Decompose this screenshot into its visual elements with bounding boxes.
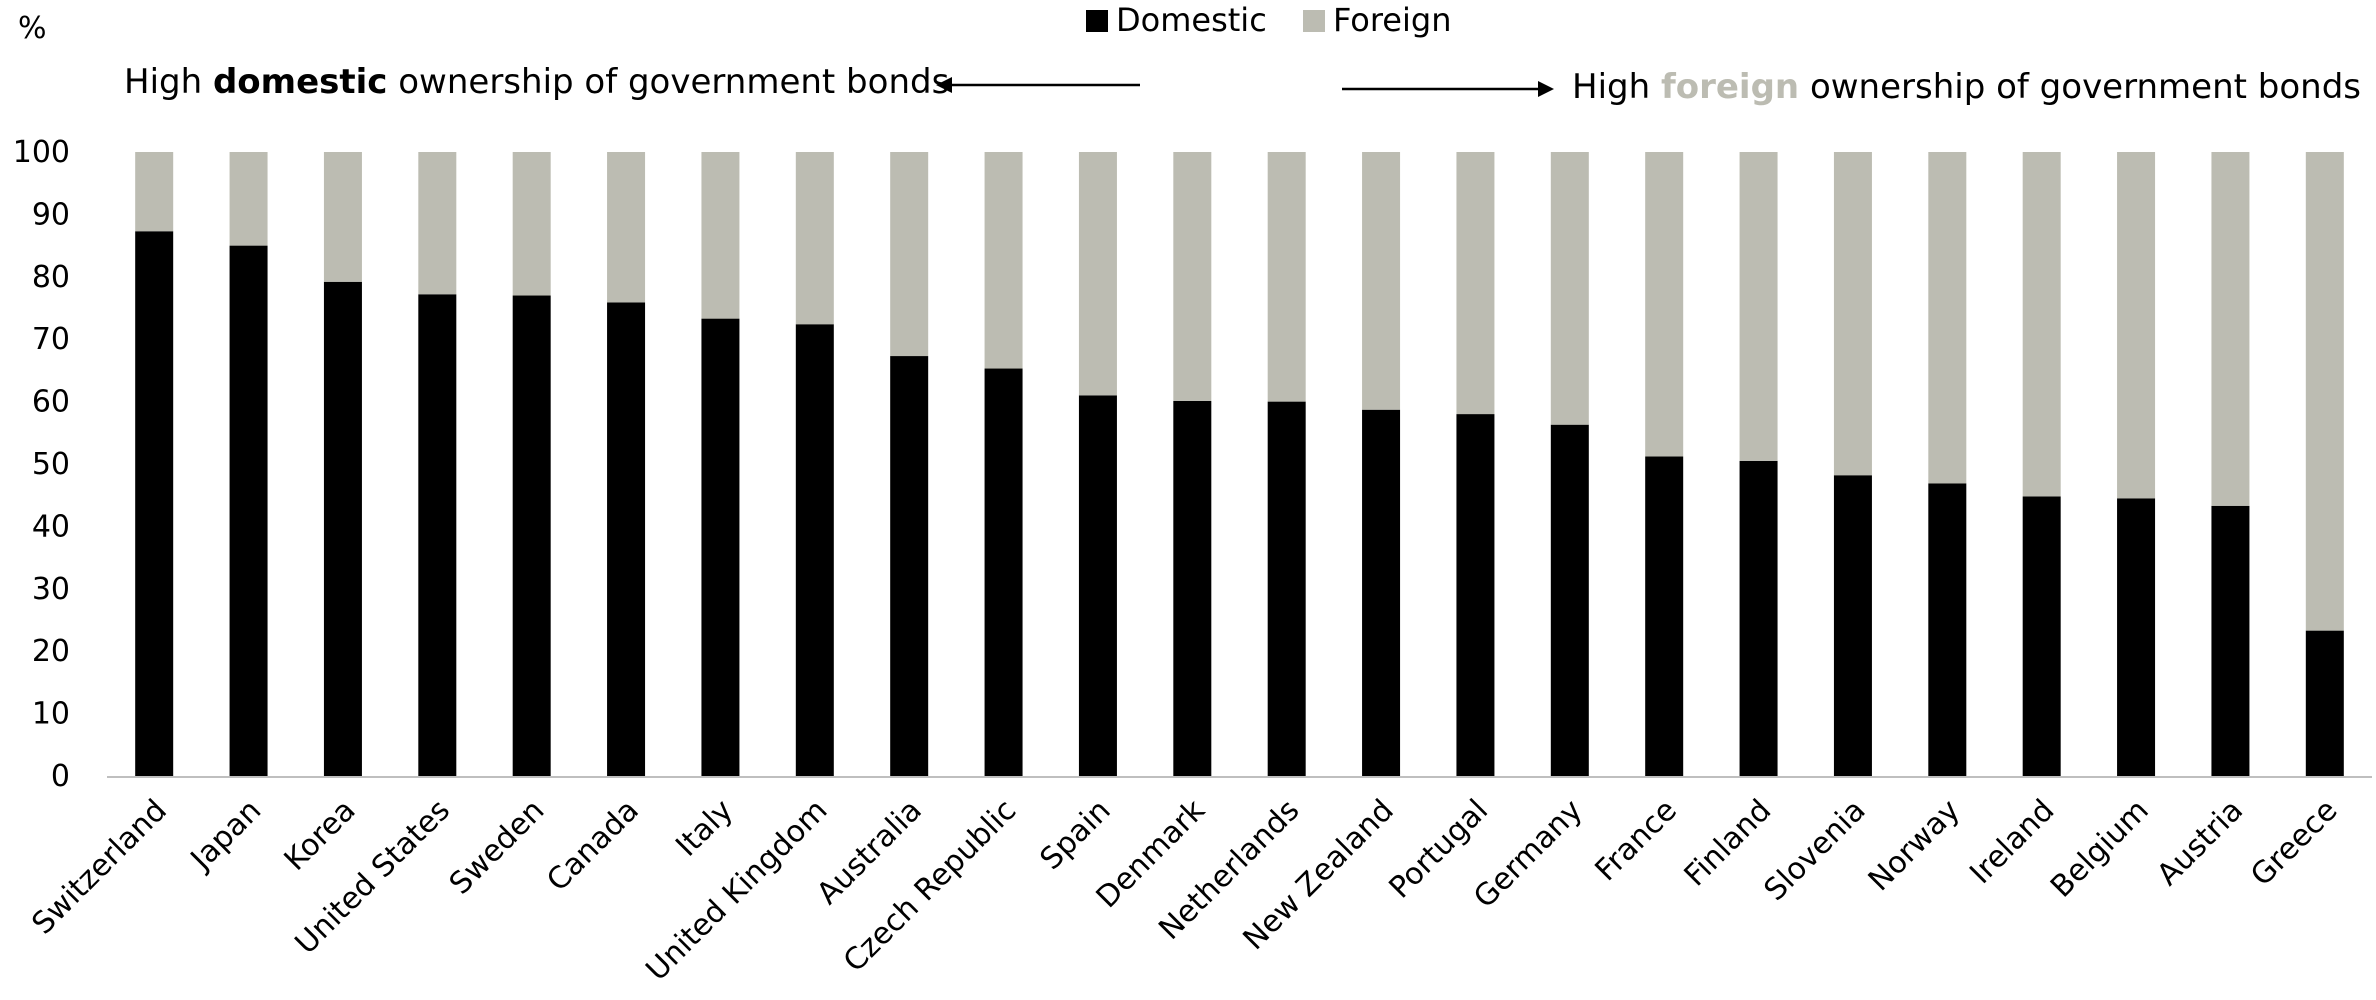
bar-domestic-slovenia — [1833, 475, 1872, 776]
y-tick-label: 100 — [13, 135, 70, 170]
right-arrow-icon — [1538, 81, 1554, 97]
bar-domestic-switzerland — [135, 231, 174, 777]
legend-swatch-domestic — [1086, 10, 1108, 32]
bar-domestic-czech-republic — [984, 368, 1023, 776]
annotation-domestic-suffix: ownership of government bonds — [387, 62, 949, 102]
annotation-domestic-prefix: High — [124, 62, 213, 102]
bar-foreign-denmark — [1173, 152, 1212, 401]
bar-domestic-new-zealand — [1362, 409, 1401, 776]
bar-foreign-united-states — [418, 152, 457, 295]
x-tick-label: Canada — [540, 793, 645, 898]
bar-foreign-germany — [1550, 152, 1589, 425]
x-tick-label: Slovenia — [1758, 793, 1873, 908]
bar-foreign-australia — [890, 152, 929, 357]
left-arrow-icon — [936, 77, 952, 93]
x-tick-label: Belgium — [2044, 793, 2156, 905]
x-tick-label: Norway — [1862, 793, 1967, 898]
x-tick-label: Sweden — [443, 793, 552, 902]
bar-foreign-united-kingdom — [795, 152, 834, 325]
y-axis: 0 10 20 30 40 50 60 70 80 90 100 — [13, 135, 70, 794]
bar-foreign-new-zealand — [1362, 152, 1401, 410]
x-tick-label: Czech Republic — [837, 793, 1023, 979]
y-tick-label: 50 — [32, 447, 70, 482]
y-tick-label: 10 — [32, 697, 70, 732]
bar-foreign-finland — [1739, 152, 1778, 461]
bar-foreign-sweden — [512, 152, 551, 296]
bar-domestic-germany — [1550, 424, 1589, 776]
bar-domestic-australia — [890, 356, 929, 776]
bars — [135, 152, 2344, 777]
bar-foreign-spain — [1078, 152, 1117, 396]
y-tick-label: 30 — [32, 572, 70, 607]
bar-foreign-norway — [1928, 152, 1967, 484]
y-tick-label: 60 — [32, 385, 70, 420]
bar-domestic-belgium — [2117, 498, 2156, 776]
bar-foreign-france — [1645, 152, 1684, 457]
y-tick-label: 40 — [32, 509, 70, 544]
annotation-domestic-emphasis: domestic — [213, 62, 387, 102]
bar-domestic-france — [1645, 456, 1684, 776]
bar-domestic-spain — [1078, 395, 1117, 776]
annotation-foreign-prefix: High — [1572, 67, 1661, 107]
bar-foreign-japan — [229, 152, 268, 246]
bar-domestic-united-states — [418, 294, 457, 776]
bar-foreign-korea — [323, 152, 362, 282]
bar-domestic-finland — [1739, 460, 1778, 776]
annotation-foreign-emphasis: foreign — [1661, 67, 1799, 107]
y-tick-label: 0 — [51, 759, 70, 794]
bar-domestic-portugal — [1456, 414, 1495, 776]
bar-domestic-norway — [1928, 483, 1967, 776]
bar-domestic-denmark — [1173, 400, 1212, 776]
x-tick-label: France — [1589, 793, 1684, 888]
x-tick-label: Greece — [2244, 793, 2344, 893]
bar-foreign-czech-republic — [984, 152, 1023, 369]
bar-domestic-sweden — [512, 295, 551, 776]
bar-foreign-italy — [701, 152, 740, 319]
y-tick-label: 20 — [32, 634, 70, 669]
bar-foreign-austria — [2211, 152, 2250, 506]
y-tick-label: 70 — [32, 322, 70, 357]
x-tick-label: Austria — [2150, 793, 2250, 893]
x-tick-label: Italy — [669, 793, 740, 864]
x-tick-label: Spain — [1034, 793, 1118, 877]
y-tick-label: 80 — [32, 260, 70, 295]
bar-foreign-portugal — [1456, 152, 1495, 415]
y-axis-unit-label: % — [18, 11, 47, 46]
x-tick-label: Switzerland — [25, 793, 173, 941]
annotation-foreign: High foreign ownership of government bon… — [1342, 67, 2361, 107]
bar-domestic-united-kingdom — [795, 324, 834, 776]
bar-domestic-korea — [323, 281, 362, 776]
bar-domestic-greece — [2305, 630, 2344, 776]
bar-foreign-slovenia — [1833, 152, 1872, 476]
bar-foreign-belgium — [2117, 152, 2156, 499]
annotation-domestic: High domestic ownership of government bo… — [124, 62, 1140, 102]
bar-foreign-netherlands — [1267, 152, 1306, 402]
x-tick-label: Japan — [183, 793, 268, 878]
bar-domestic-austria — [2211, 505, 2250, 776]
x-tick-label: Korea — [278, 793, 363, 878]
svg-text:High domestic ownership of gov: High domestic ownership of government bo… — [124, 62, 949, 102]
x-tick-label: United Kingdom — [639, 793, 834, 988]
bar-domestic-italy — [701, 318, 740, 776]
y-tick-label: 90 — [32, 197, 70, 232]
legend-swatch-foreign — [1303, 10, 1325, 32]
legend-label-foreign: Foreign — [1333, 1, 1451, 39]
bar-foreign-canada — [607, 152, 646, 303]
bar-domestic-canada — [607, 302, 646, 776]
bar-domestic-japan — [229, 245, 268, 777]
bar-foreign-switzerland — [135, 152, 174, 232]
bar-domestic-netherlands — [1267, 401, 1306, 776]
annotation-foreign-suffix: ownership of government bonds — [1799, 67, 2361, 107]
bar-domestic-ireland — [2022, 496, 2061, 776]
legend-label-domestic: Domestic — [1116, 1, 1267, 39]
legend: Domestic Foreign — [1086, 1, 1451, 39]
bar-foreign-greece — [2305, 152, 2344, 631]
bar-foreign-ireland — [2022, 152, 2061, 497]
svg-text:High foreign ownership of gove: High foreign ownership of government bon… — [1572, 67, 2361, 107]
